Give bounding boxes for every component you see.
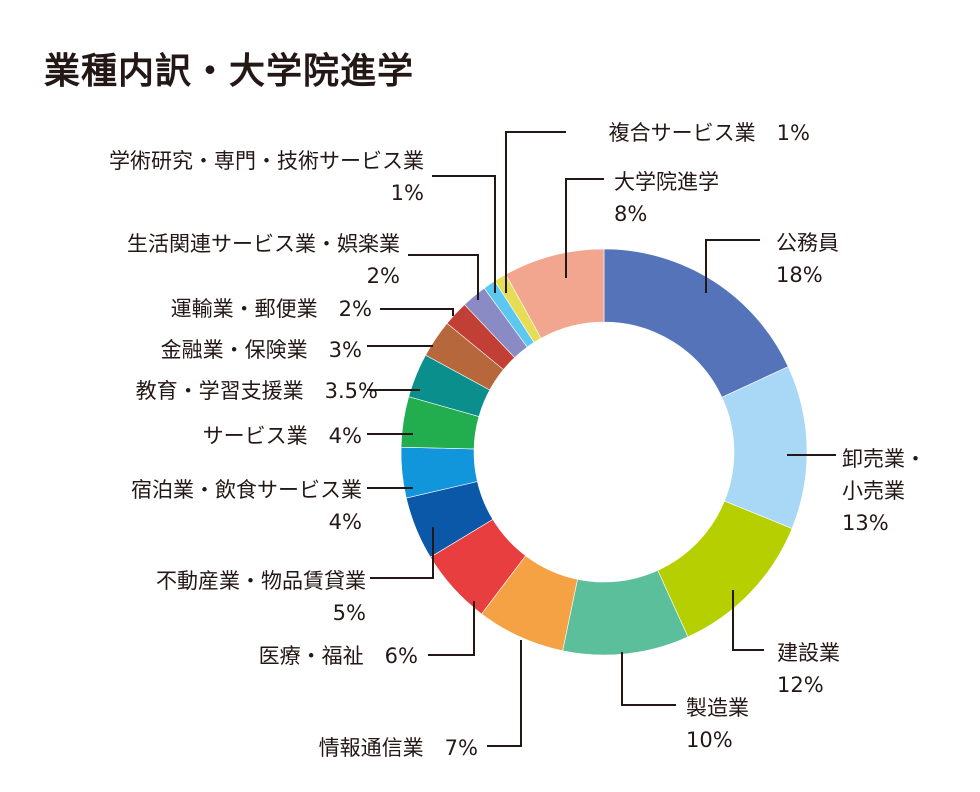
slice-label-line: 18% <box>776 263 823 287</box>
slice-label-line: 2% <box>367 264 400 288</box>
slice-label-line: 学術研究・専門・技術サービス業 <box>109 149 424 173</box>
slice-label-line: 大学院進学 <box>614 170 719 194</box>
leader-line-3 <box>621 652 676 706</box>
slice-label-不動産業-物品賃貸業: 不動産業・物品賃貸業 5% <box>156 569 366 625</box>
donut-slice-0 <box>603 248 789 398</box>
donut-slice-15 <box>505 248 605 339</box>
slice-label-公務員: 公務員 18% <box>776 231 839 287</box>
slice-label-大学院進学: 大学院進学 8% <box>614 170 719 226</box>
slice-label-line: 小売業 <box>842 479 905 503</box>
slice-label-医療-福祉: 医療・福祉 6% <box>259 644 418 668</box>
slice-label-卸売業-小売業: 卸売業・小売業 13% <box>842 447 926 535</box>
slice-label-line: 建設業 <box>777 641 840 665</box>
slice-label-line: 生活関連サービス業・娯楽業 <box>127 232 400 256</box>
slice-label-line: 卸売業・ <box>842 447 926 471</box>
slice-label-宿泊業-飲食サービス業: 宿泊業・飲食サービス業 4% <box>131 478 362 534</box>
slice-label-line: 金融業・保険業 3% <box>161 338 362 362</box>
leader-line-11 <box>380 308 454 316</box>
slice-label-line: 1% <box>391 181 424 205</box>
leader-line-13 <box>432 175 496 293</box>
slice-label-line: 製造業 <box>686 696 749 720</box>
slice-label-line: 運輸業・郵便業 2% <box>171 297 372 321</box>
slice-label-教育-学習支援業: 教育・学習支援業 3.5% <box>136 379 378 403</box>
slice-label-製造業: 製造業 10% <box>686 696 749 752</box>
slice-label-line: 公務員 <box>776 231 839 255</box>
slice-label-line: 13% <box>842 511 889 535</box>
slice-label-建設業: 建設業 12% <box>777 641 840 697</box>
slice-label-情報通信業: 情報通信業 7% <box>319 736 478 760</box>
slice-label-line: 医療・福祉 6% <box>259 644 418 668</box>
slice-label-サービス業: サービス業 4% <box>203 424 362 448</box>
slice-label-line: 10% <box>686 728 733 752</box>
leader-line-4 <box>487 640 522 747</box>
slice-label-生活関連サービス業-娯楽業: 生活関連サービス業・娯楽業 2% <box>127 232 400 288</box>
slice-label-学術研究-専門-技術サービス業: 学術研究・専門・技術サービス業 1% <box>109 149 424 205</box>
leader-line-15 <box>565 178 604 278</box>
slice-label-複合サービス業: 複合サービス業 1% <box>609 121 810 145</box>
slice-label-line: 複合サービス業 1% <box>609 121 810 145</box>
slice-label-line: 教育・学習支援業 3.5% <box>136 379 378 403</box>
leader-line-2 <box>732 590 764 651</box>
leader-line-6 <box>370 527 434 579</box>
slice-label-運輸業-郵便業: 運輸業・郵便業 2% <box>171 297 372 321</box>
slice-label-line: 4% <box>329 510 362 534</box>
slice-label-line: サービス業 4% <box>203 424 362 448</box>
slice-label-line: 5% <box>333 601 366 625</box>
slice-label-line: 8% <box>614 202 647 226</box>
slice-label-line: 不動産業・物品賃貸業 <box>156 569 366 593</box>
slice-label-line: 情報通信業 7% <box>319 736 478 760</box>
slice-label-line: 12% <box>777 673 824 697</box>
chart-title: 業種内訳・大学院進学 <box>44 51 415 92</box>
leader-line-5 <box>428 601 475 656</box>
slice-label-line: 宿泊業・飲食サービス業 <box>131 478 362 502</box>
leader-line-14 <box>505 131 566 293</box>
slice-label-金融業-保険業: 金融業・保険業 3% <box>161 338 362 362</box>
leader-line-12 <box>408 254 479 300</box>
leader-line-0 <box>705 239 760 293</box>
